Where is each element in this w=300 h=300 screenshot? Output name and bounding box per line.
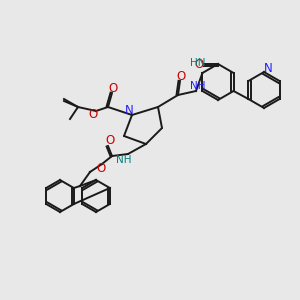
Text: N: N (124, 104, 134, 118)
Text: O: O (194, 58, 204, 70)
Text: O: O (105, 134, 115, 148)
Text: N: N (264, 62, 272, 76)
Text: NH: NH (116, 155, 132, 165)
Text: NH: NH (190, 81, 206, 91)
Text: O: O (88, 107, 98, 121)
Text: O: O (108, 82, 118, 95)
Text: O: O (176, 70, 186, 83)
Text: HN: HN (190, 58, 205, 68)
Text: O: O (96, 163, 106, 176)
